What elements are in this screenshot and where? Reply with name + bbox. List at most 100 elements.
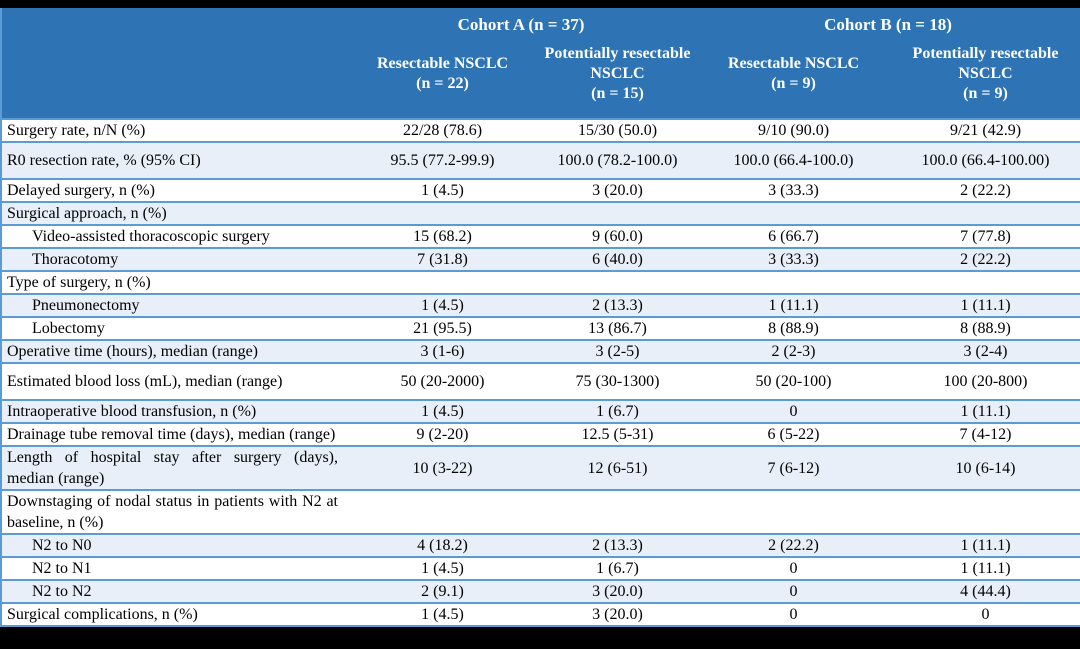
row-value [539, 489, 696, 534]
row-label: Pneumonectomy [1, 293, 346, 317]
row-value: 4 (44.4) [891, 579, 1080, 603]
row-label: Operative time (hours), median (range) [1, 339, 346, 363]
cohort-group-row: Cohort A (n = 37) Cohort B (n = 18) [1, 8, 1080, 119]
row-value: 7 (6-12) [696, 445, 891, 490]
row-value: 2 (13.3) [539, 293, 696, 317]
row-value: 1 (11.1) [891, 293, 1080, 317]
table-row: Thoracotomy 7 (31.8) 6 (40.0) 3 (33.3) 2… [1, 247, 1080, 271]
row-label: Surgical approach, n (%) [1, 201, 346, 225]
row-value: 0 [696, 579, 891, 603]
row-value: 0 [696, 399, 891, 423]
table-row: Video-assisted thoracoscopic surgery 15 … [1, 224, 1080, 248]
column-n: (n = 9) [963, 85, 1008, 102]
row-value [346, 489, 539, 534]
row-label: Thoracotomy [1, 247, 346, 271]
table-row: Type of surgery, n (%) [1, 270, 1080, 294]
row-value: 100.0 (78.2-100.0) [539, 141, 696, 179]
table-row: Downstaging of nodal status in patients … [1, 489, 1080, 534]
row-value: 100.0 (66.4-100.0) [696, 141, 891, 179]
row-label: Drainage tube removal time (days), media… [1, 422, 346, 446]
table-header: Cohort A (n = 37) Cohort B (n = 18) Rese… [1, 8, 1080, 119]
row-label: Intraoperative blood transfusion, n (%) [1, 399, 346, 423]
column-n: (n = 22) [416, 75, 469, 92]
row-label: Lobectomy [1, 316, 346, 340]
row-value: 9 (60.0) [539, 224, 696, 248]
column-n: (n = 15) [591, 85, 644, 102]
row-value: 1 (11.1) [891, 399, 1080, 423]
column-header-potentially-resectable-a: Potentially resectable NSCLC (n = 15) [539, 38, 696, 119]
row-label: N2 to N2 [1, 579, 346, 603]
table-row: Drainage tube removal time (days), media… [1, 422, 1080, 446]
row-value: 3 (2-4) [891, 339, 1080, 363]
row-value: 6 (5-22) [696, 422, 891, 446]
row-value [891, 489, 1080, 534]
column-title: Resectable NSCLC [376, 55, 509, 72]
column-header-resectable-b: Resectable NSCLC (n = 9) [696, 38, 891, 119]
row-value: 6 (40.0) [539, 247, 696, 271]
row-value: 3 (2-5) [539, 339, 696, 363]
row-value: 6 (66.7) [696, 224, 891, 248]
row-label: Type of surgery, n (%) [1, 270, 346, 294]
table-row: Surgery rate, n/N (%) 22/28 (78.6) 15/30… [1, 118, 1080, 142]
row-value: 13 (86.7) [539, 316, 696, 340]
row-value [539, 201, 696, 225]
table-row: Estimated blood loss (mL), median (range… [1, 362, 1080, 400]
row-value [696, 270, 891, 294]
row-value: 10 (3-22) [346, 445, 539, 490]
row-value: 21 (95.5) [346, 316, 539, 340]
table-row: N2 to N2 2 (9.1) 3 (20.0) 0 4 (44.4) [1, 579, 1080, 603]
row-value: 2 (9.1) [346, 579, 539, 603]
row-value: 0 [696, 602, 891, 626]
row-value: 100 (20-800) [891, 362, 1080, 400]
row-value: 15/30 (50.0) [539, 118, 696, 142]
row-value: 1 (6.7) [539, 556, 696, 580]
row-value: 0 [696, 556, 891, 580]
row-label: N2 to N1 [1, 556, 346, 580]
row-label: R0 resection rate, % (95% CI) [1, 141, 346, 179]
table-row: Operative time (hours), median (range) 3… [1, 339, 1080, 363]
row-label: N2 to N0 [1, 533, 346, 557]
table-row: N2 to N1 1 (4.5) 1 (6.7) 0 1 (11.1) [1, 556, 1080, 580]
row-value: 1 (4.5) [346, 293, 539, 317]
table-row: Lobectomy 21 (95.5) 13 (86.7) 8 (88.9) 8… [1, 316, 1080, 340]
row-value [346, 270, 539, 294]
row-value: 3 (20.0) [539, 178, 696, 202]
column-title: Potentially resectable NSCLC [912, 45, 1059, 82]
table-row: Surgical complications, n (%) 1 (4.5) 3 … [1, 602, 1080, 626]
top-black-bar [0, 0, 1080, 8]
row-value [891, 270, 1080, 294]
table-row: Surgical approach, n (%) [1, 201, 1080, 225]
row-value: 1 (4.5) [346, 556, 539, 580]
row-value [696, 489, 891, 534]
row-value [696, 201, 891, 225]
row-value: 3 (20.0) [539, 579, 696, 603]
row-value: 12 (6-51) [539, 445, 696, 490]
row-value: 1 (11.1) [891, 533, 1080, 557]
row-value: 1 (4.5) [346, 602, 539, 626]
column-header-resectable-a: Resectable NSCLC (n = 22) [346, 38, 539, 119]
row-value: 4 (18.2) [346, 533, 539, 557]
row-value [539, 270, 696, 294]
table-row: Pneumonectomy 1 (4.5) 2 (13.3) 1 (11.1) … [1, 293, 1080, 317]
row-value: 2 (22.2) [891, 178, 1080, 202]
row-label: Delayed surgery, n (%) [1, 178, 346, 202]
row-value: 9 (2-20) [346, 422, 539, 446]
table-row: R0 resection rate, % (95% CI) 95.5 (77.2… [1, 141, 1080, 179]
row-value: 95.5 (77.2-99.9) [346, 141, 539, 179]
column-title: Potentially resectable NSCLC [544, 45, 691, 82]
row-label: Video-assisted thoracoscopic surgery [1, 224, 346, 248]
subgroup-header-row: Resectable NSCLC (n = 22) Potentially re… [1, 38, 1080, 119]
row-value: 7 (31.8) [346, 247, 539, 271]
table-row: Length of hospital stay after surgery (d… [1, 445, 1080, 490]
surgery-outcomes-table: Cohort A (n = 37) Cohort B (n = 18) Rese… [0, 8, 1080, 627]
row-label: Length of hospital stay after surgery (d… [1, 445, 346, 490]
row-value: 12.5 (5-31) [539, 422, 696, 446]
table-row: N2 to N0 4 (18.2) 2 (13.3) 2 (22.2) 1 (1… [1, 533, 1080, 557]
row-value: 3 (20.0) [539, 602, 696, 626]
row-value: 3 (33.3) [696, 247, 891, 271]
row-label: Estimated blood loss (mL), median (range… [1, 362, 346, 400]
row-value: 75 (30-1300) [539, 362, 696, 400]
row-value: 9/10 (90.0) [696, 118, 891, 142]
column-title: Resectable NSCLC [727, 55, 860, 72]
row-value: 2 (22.2) [696, 533, 891, 557]
